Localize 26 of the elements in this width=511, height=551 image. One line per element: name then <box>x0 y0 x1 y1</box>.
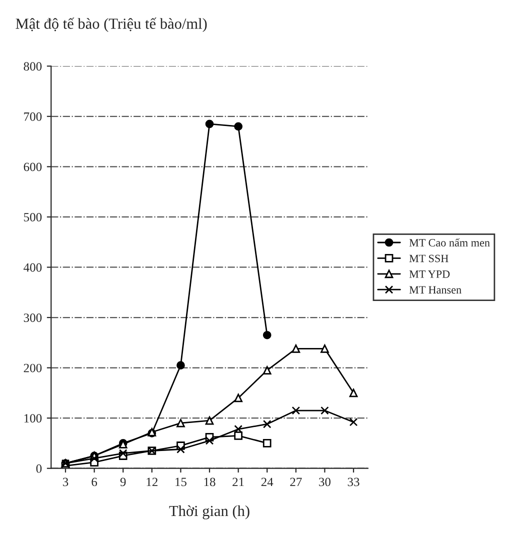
y-axis-title: Mật độ tế bào (Triệu tế bào/ml) <box>16 18 207 32</box>
x-tick-label: 24 <box>261 478 274 486</box>
y-tick-label: 600 <box>24 162 42 172</box>
y-tick-label: 100 <box>24 414 42 423</box>
y-tick-label: 400 <box>24 263 42 272</box>
x-tick-label: 18 <box>204 478 216 486</box>
x-tick-label: 27 <box>290 478 302 486</box>
x-tick-label: 9 <box>120 478 126 486</box>
x-tick-label: 30 <box>319 478 330 486</box>
legend-label: MT YPD <box>409 270 450 278</box>
y-tick-label: 800 <box>24 62 42 71</box>
legend-label: MT SSH <box>409 254 448 262</box>
y-tick-label: 300 <box>24 314 42 322</box>
legend-label: MT Hansen <box>409 286 462 294</box>
y-tick-label: 700 <box>24 112 42 121</box>
y-tick-label: 500 <box>24 212 42 222</box>
y-tick-label: 0 <box>36 464 42 473</box>
x-tick-label: 33 <box>348 478 360 486</box>
x-tick-label: 21 <box>232 478 244 486</box>
x-axis-title: Thời gian (h) <box>169 505 250 520</box>
x-tick-label: 15 <box>176 478 186 486</box>
y-tick-label: 200 <box>24 364 42 372</box>
x-tick-label: 3 <box>62 478 68 486</box>
x-tick-label: 12 <box>146 478 158 486</box>
x-tick-label: 6 <box>92 478 98 486</box>
legend-label: MT Cao nấm men <box>409 238 490 246</box>
